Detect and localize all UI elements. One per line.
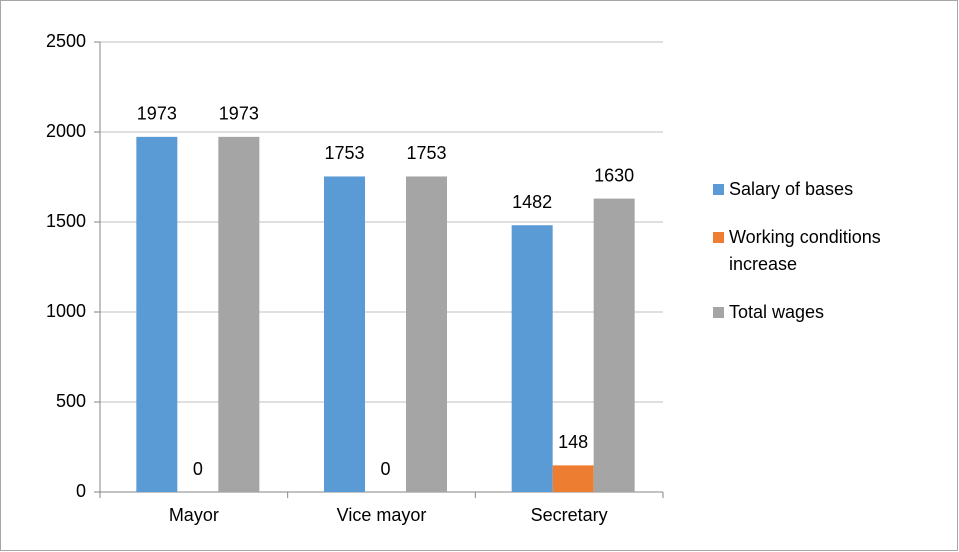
data-label: 1973 xyxy=(219,104,259,124)
data-label: 0 xyxy=(193,459,203,479)
bar xyxy=(136,136,178,493)
data-label: 1753 xyxy=(406,143,446,163)
bar xyxy=(593,198,635,492)
bar xyxy=(218,136,260,493)
legend-label: Working conditions increase xyxy=(729,227,881,274)
x-tick-label: Vice mayor xyxy=(337,505,427,525)
y-tick-label: 0 xyxy=(76,481,86,501)
legend-swatch xyxy=(713,307,724,318)
legend-item: Working conditions increase xyxy=(713,224,943,278)
bar xyxy=(511,225,553,493)
legend-swatch xyxy=(713,232,724,243)
data-label: 148 xyxy=(558,432,588,452)
legend-label: Total wages xyxy=(729,302,825,322)
y-tick-label: 1500 xyxy=(46,211,86,231)
bar xyxy=(552,465,594,492)
x-tick-label: Mayor xyxy=(169,505,219,525)
legend-label: Salary of bases xyxy=(729,179,854,199)
data-label: 1973 xyxy=(137,104,177,124)
legend-swatch xyxy=(713,184,724,195)
bar xyxy=(406,176,447,492)
data-label: 0 xyxy=(380,459,390,479)
y-tick-label: 2000 xyxy=(46,121,86,141)
data-label: 1630 xyxy=(594,165,634,185)
data-label: 1482 xyxy=(512,192,552,212)
legend-item: Total wages xyxy=(713,299,943,326)
legend: Salary of bases Working conditions increa… xyxy=(713,176,943,347)
y-tick-label: 1000 xyxy=(46,301,86,321)
legend-item: Salary of bases xyxy=(713,176,943,203)
x-tick-label: Secretary xyxy=(531,505,608,525)
bar xyxy=(324,176,365,492)
y-tick-label: 500 xyxy=(56,391,86,411)
data-label: 1753 xyxy=(324,143,364,163)
y-tick-label: 2500 xyxy=(46,31,86,51)
